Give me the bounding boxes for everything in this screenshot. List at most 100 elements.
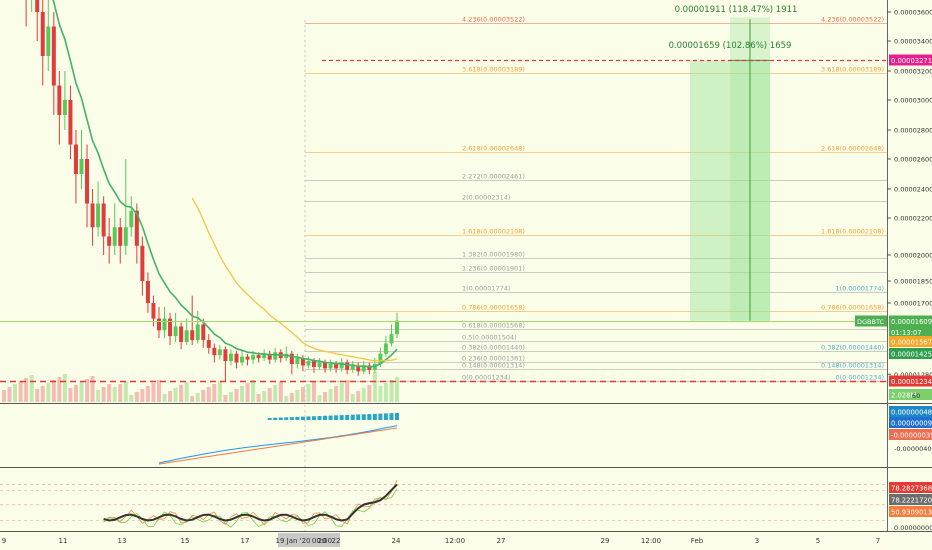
price-tick-label: 0.00002000 [894,252,932,260]
price-tick-label: 0.00002400 [894,186,932,194]
fib-right-label: 1.618(0.00002108) [821,228,884,236]
fib-level-label: 1.236(0.00001901) [462,265,525,273]
fib-level-label: 1(0.00001774) [462,285,511,293]
volume-bar [162,394,167,402]
candle-body [190,330,195,341]
fib-level-label: 4.236(0.00003522) [462,16,525,24]
candle-body [57,85,62,115]
macd-histogram-bar [361,414,366,420]
candle-body [262,353,267,359]
candle-body [228,353,233,362]
volume-bar [267,388,272,402]
macd-histogram-bar [395,412,399,420]
volume-bar [389,380,394,402]
moving-averages [52,0,398,368]
volume-bar [206,387,211,402]
price-badge [889,54,932,66]
price-badge-text: 0.00000048 [891,409,932,417]
candle-body [245,356,250,360]
volume-bar [383,383,388,402]
volume-bar [190,396,195,402]
macd-pane [158,412,399,465]
candle-body [96,203,101,228]
candle-body [273,352,278,360]
time-tick-label: 29 [601,537,610,545]
candle-body [73,144,78,174]
candle-body [184,330,189,342]
volume-bar [201,390,206,402]
time-tick-label: 13 [118,537,127,545]
fib-right-label: 3.618(0.00003189) [821,66,884,74]
macd-histogram-bar [356,414,361,420]
volume-tick-label: 60 [912,392,920,400]
volume-bar [395,377,399,402]
candle-body [356,365,361,372]
volume-bar [118,384,123,402]
time-tick-label: 9 [2,537,6,545]
price-badge [889,375,932,387]
price-tick-label: 0.00001700 [894,300,932,308]
macd-histogram-bar [289,417,294,420]
price-badge [889,506,932,517]
volume-bar [2,390,6,402]
candle-body [90,203,95,228]
candle-body [212,347,217,356]
volume-bar [18,381,23,402]
price-badge-text: 0.00000009 [891,420,932,428]
volume-bar [245,383,250,402]
candle-body [300,358,305,366]
volume-bars [2,372,399,402]
macd-histogram-bar [334,415,339,420]
volume-bar [256,394,261,402]
candle-body [383,343,388,354]
candle-body [123,227,128,246]
price-badge-text: 50.93090137 [891,509,932,517]
volume-bar [223,395,228,402]
candle-body [112,227,117,246]
candle-body [317,362,322,367]
measure-boxes: 0.00001911 (118.47%) 1911 0.00001659 (102… [669,5,798,321]
macd-histogram-bar [367,414,372,420]
macd-tick-label: -0.00000400 [894,445,932,453]
candle-body [134,210,139,246]
macd-histogram-bar [378,413,383,420]
volume-bar [217,381,222,402]
macd-histogram-bar [339,415,344,420]
macd-histogram-bar [383,413,388,420]
macd-histogram-bar [273,417,278,420]
time-tick-label: 20 [318,537,327,545]
ema-line [52,0,398,368]
price-badge [889,315,932,327]
candle-body [162,318,167,331]
macd-histogram-bar [311,416,316,420]
candle-body [40,12,45,56]
time-tick-label: 3 [755,537,759,545]
symbol-tag-text: DGBBTC [857,318,885,326]
volume-bar [129,395,134,402]
volume-bar [151,383,156,402]
volume-bar [145,386,150,402]
candle-body [156,318,161,331]
candle-body [328,363,333,369]
fib-level-label: 0.148(0.00001314) [462,362,525,370]
measure-label: 0.00001911 (118.47%) 1911 [675,5,798,15]
volume-bar [278,382,283,402]
macd-histogram-bar [295,416,300,420]
volume-bar [240,386,245,402]
candle-body [62,100,67,115]
candle-body [201,324,206,341]
volume-bar [156,380,161,402]
measure-box [690,60,770,321]
candle-body [323,362,328,369]
candle-body [168,318,173,337]
candle-body [295,358,300,364]
volume-bar [29,375,34,402]
volume-bar [345,380,350,402]
candle-body [240,356,245,363]
candle-body [118,227,123,246]
candle-body [68,100,73,145]
fib-right-label: 4.236(0.00003522) [821,16,884,24]
symbol-tag [855,315,887,327]
price-badge [889,494,932,505]
